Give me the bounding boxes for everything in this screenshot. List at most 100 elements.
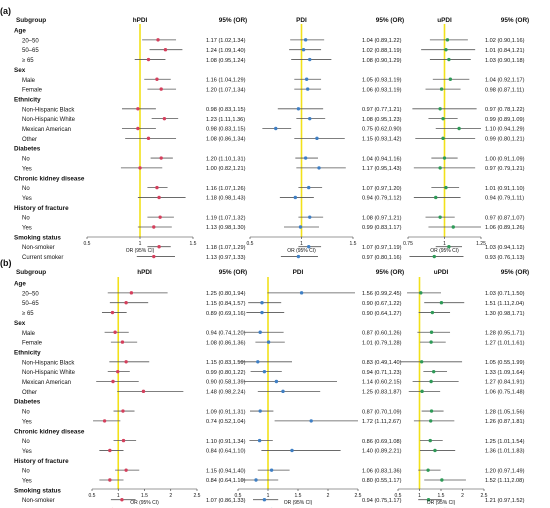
or-ci-label: 1.19 (1.07,1.32) [206,215,246,221]
or-point-updi [438,166,442,170]
or-ci-label: 1.02 (0.88,1.19) [362,48,402,54]
subgroup-label: 50–65 [22,301,39,307]
or-ci-label: 1.08 (0.95,1.23) [362,117,402,123]
group-label: Ethnicity [14,349,41,356]
or-ci-label: 1.15 (0.94,1.40) [206,468,246,474]
or-ci-label: 1.01 (0.79,1.28) [362,340,402,346]
ci-header: 95% (OR) [376,17,404,24]
subgroup-label: No [22,439,30,445]
subgroup-label: Other [22,390,37,396]
x-tick-label: 1 [418,493,421,499]
x-tick-label: 1 [139,241,142,247]
subgroup-label: Non-Hispanic White [22,117,76,123]
or-point-pdi [299,291,304,295]
or-point-updi [426,468,430,472]
or-point-hpdi [108,478,112,482]
or-ci-label: 1.07 (0.97,1.19) [362,245,402,251]
ci-header: 95% (OR) [501,269,529,276]
x-tick-label: 2 [327,493,330,499]
subgroup-label: Male [22,78,36,84]
or-point-pdi [258,409,262,413]
group-label: Diabetes [14,146,41,153]
or-ci-label: 1.16 (1.07,1.26) [206,186,246,192]
subgroup-label: Yes [22,226,32,232]
or-point-hpdi [159,156,163,160]
or-ci-label: 1.24 (1.09,1.40) [206,48,246,54]
or-ci-label: 1.06 (0.83,1.36) [362,468,402,474]
or-ci-label: 1.04 (0.89,1.22) [362,38,402,44]
series-header-hpdi: hPDI [133,17,148,24]
x-axis-label: OR (95% CI) [427,500,456,506]
or-ci-label: 1.20 (1.07,1.34) [206,87,246,93]
or-ci-label: 1.14 (0.60,2.15) [362,380,402,386]
or-point-updi [426,498,431,502]
or-point-hpdi [152,225,156,229]
or-ci-label: 0.99 (0.83,1.17) [362,225,402,231]
panel-a: (a) Subgroup hPDI 95% (OR) PDI 95% (OR) uPDI 95… [0,6,529,261]
or-ci-label: 1.03 (0.90,1.18) [485,58,525,64]
or-point-pdi [274,126,278,131]
or-point-pdi [301,48,306,52]
subgroup-header: Subgroup [16,17,46,24]
or-ci-label: 1.56 (0.99,2.45) [362,291,402,297]
x-tick-label: 0.5 [247,241,254,247]
or-point-updi [439,301,444,305]
or-point-hpdi [159,87,163,91]
or-point-hpdi [102,419,107,423]
subgroup-label: Yes [22,419,32,425]
or-ci-label: 0.97 (0.77,1.21) [362,107,402,113]
or-point-pdi [308,215,312,219]
series-header-hpdi: hPDI [137,269,152,276]
or-ci-label: 0.87 (0.70,1.09) [362,409,402,415]
or-point-pdi [269,468,274,472]
group-label: Diabetes [14,399,41,406]
or-ci-label: 1.28 (1.05,1.56) [485,409,525,415]
series-header-updi: uPDI [437,17,452,24]
or-ci-label: 0.80 (0.55,1.17) [362,478,402,484]
subgroup-label: ≥ 65 [22,311,34,317]
or-point-pdi [293,195,298,200]
or-point-pdi [308,57,312,62]
x-tick-label: 2 [169,493,172,499]
or-ci-label: 1.06 (0.89,1.26) [485,225,525,231]
or-ci-label: 1.23 (1.11,1.36) [206,117,245,123]
or-point-updi [442,156,447,160]
subgroup-label: 20–50 [22,38,39,44]
or-ci-label: 0.90 (0.67,1.22) [362,301,402,307]
or-ci-label: 0.99 (0.80,1.22) [206,370,246,376]
or-point-pdi [307,245,311,249]
or-ci-label: 1.15 (0.84,1.57) [206,301,246,307]
or-point-updi [434,195,438,200]
subgroup-label: No [22,186,30,192]
or-point-updi [441,136,445,141]
or-ci-label: 0.86 (0.69,1.08) [362,439,402,445]
x-tick-label: 1.5 [350,241,357,247]
or-ci-label: 1.25 (1.01,1.54) [485,439,525,445]
ci-header: 95% (OR) [376,269,404,276]
or-point-updi [447,245,451,249]
or-point-pdi [308,116,312,121]
subgroup-label: Male [22,331,36,337]
x-tick-label: 0.75 [403,241,413,247]
or-ci-label: 0.97 (0.79,1.21) [485,166,525,172]
or-ci-label: 1.48 (0.98,2.24) [206,390,246,396]
or-ci-label: 1.17 (0.95,1.43) [362,166,402,172]
subgroup-label: No [22,216,30,222]
or-ci-label: 1.16 (1.04,1.29) [206,77,246,83]
subgroup-label: Other [22,137,37,143]
x-tick-label: 0.5 [84,241,91,247]
or-ci-label: 0.87 (0.60,1.26) [362,330,402,336]
or-ci-label: 1.33 (1.09,1.64) [485,370,525,376]
or-point-updi [428,419,433,423]
or-point-updi [429,409,434,413]
or-point-hpdi [108,448,112,453]
or-ci-label: 1.15 (0.93,1.42) [362,137,402,143]
subgroup-label: No [22,410,30,416]
or-ci-label: 1.03 (0.94,1.12) [485,245,525,251]
or-ci-label: 0.94 (0.75,1.17) [362,498,402,504]
or-point-hpdi [155,185,159,190]
x-tick-label: 2 [461,493,464,499]
group-label: Chronic kidney disease [14,428,85,435]
group-label: Age [14,28,26,35]
